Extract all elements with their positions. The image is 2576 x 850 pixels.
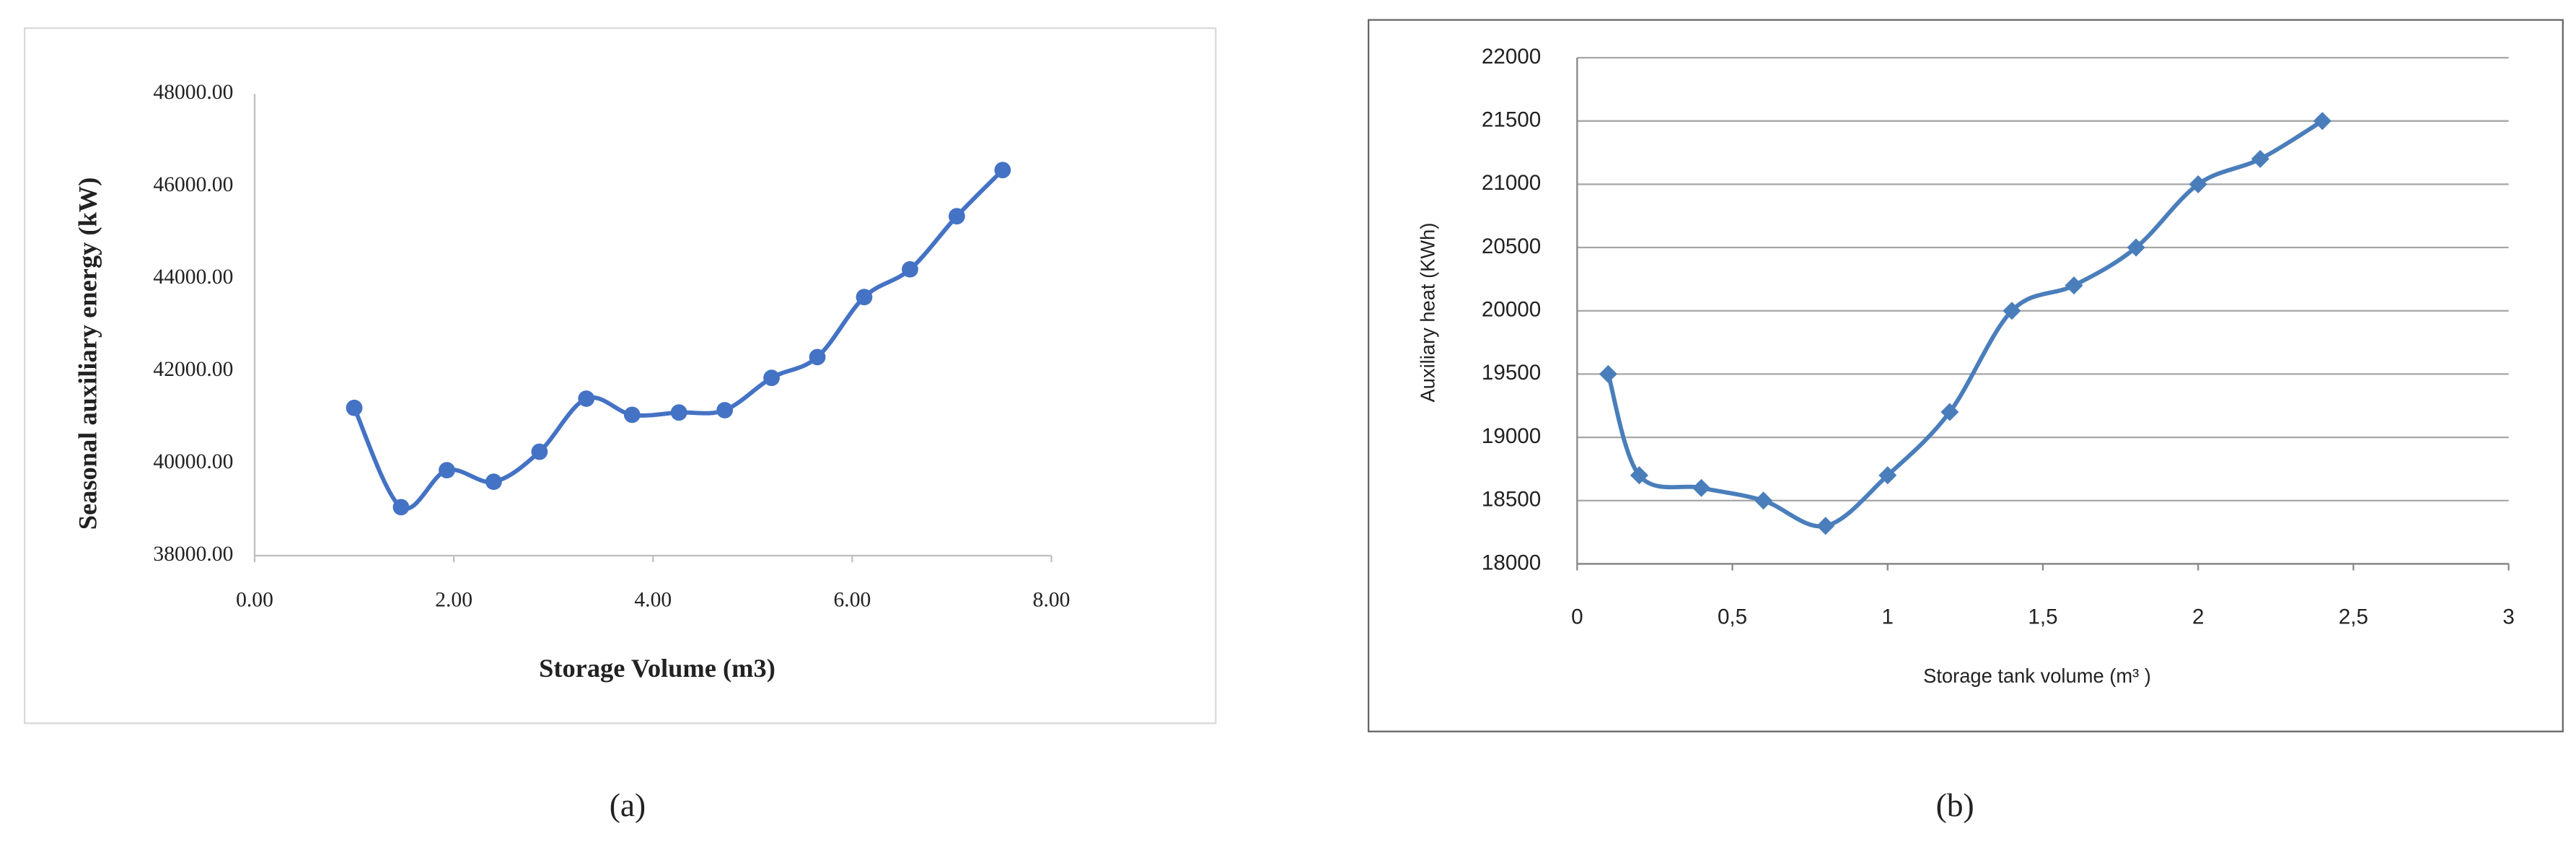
y-tick-label: 48000.00 — [153, 81, 233, 104]
x-tick-label: 8.00 — [1033, 589, 1071, 612]
data-point — [1692, 478, 1711, 497]
figure-caption: (b) — [1936, 787, 1974, 823]
data-point — [856, 289, 873, 306]
chart-frame — [1367, 19, 2564, 732]
y-tick-label: 42000.00 — [153, 358, 233, 381]
data-point — [1754, 491, 1773, 510]
data-point — [2127, 238, 2145, 257]
data-point — [994, 162, 1011, 179]
data-point — [716, 402, 734, 419]
chart-frame — [24, 27, 1217, 724]
data-point — [809, 349, 826, 366]
y-tick-label: 44000.00 — [153, 266, 233, 289]
figure-caption: (a) — [610, 787, 646, 823]
y-tick-label: 40000.00 — [153, 450, 233, 473]
chart-panel: 18000 18500 19000 19500 20000 20500 21000 21500… — [1367, 19, 2564, 732]
y-tick-label: 20500 — [1482, 235, 1541, 258]
x-tick-label: 4.00 — [634, 589, 672, 612]
x-tick-label: 2.00 — [435, 589, 472, 612]
data-point — [346, 399, 363, 416]
y-tick-label: 38000.00 — [153, 543, 233, 566]
data-point — [2065, 276, 2083, 295]
y-tick-label: 19000 — [1482, 424, 1541, 448]
data-point — [763, 369, 780, 387]
x-tick-label: 2 — [2192, 605, 2204, 628]
x-tick-label: 1 — [1882, 605, 1894, 628]
y-tick-label: 22000 — [1482, 45, 1541, 69]
x-tick-label: 2,5 — [2339, 605, 2368, 628]
data-point — [531, 443, 548, 460]
data-point — [392, 499, 410, 516]
y-axis-title: Auxiliary heat (KWh) — [1417, 223, 1439, 403]
chart-panel: 38000.00 40000.00 42000.00 44000.00 46000.00… — [24, 27, 1217, 724]
x-tick-label: 0,5 — [1718, 605, 1747, 628]
data-point — [2251, 149, 2269, 168]
y-axis-title: Seasonal auxiliary energy (kW) — [74, 178, 102, 530]
y-tick-label: 21000 — [1482, 171, 1541, 195]
x-tick-label: 3 — [2502, 605, 2514, 628]
data-point — [578, 390, 595, 407]
y-tick-label: 46000.00 — [153, 173, 233, 196]
x-tick-label: 1,5 — [2028, 605, 2057, 628]
data-point — [670, 404, 687, 421]
data-point — [439, 462, 455, 479]
y-tick-label: 19500 — [1482, 361, 1541, 385]
y-tick-label: 18500 — [1482, 488, 1541, 512]
data-point — [1630, 466, 1648, 485]
data-point — [1940, 403, 1959, 421]
y-tick-label: 20000 — [1482, 298, 1541, 322]
data-point — [1816, 517, 1835, 535]
x-tick-label: 0 — [1571, 605, 1583, 628]
data-point — [1878, 466, 1897, 485]
data-point — [902, 260, 918, 278]
data-point — [1599, 364, 1617, 383]
x-axis-title: Storage tank volume (m³ ) — [1923, 665, 2151, 687]
data-point — [623, 406, 641, 424]
x-axis-title: Storage Volume (m3) — [539, 654, 775, 683]
x-tick-label: 0.00 — [236, 589, 273, 612]
data-point — [2313, 112, 2331, 131]
data-point — [485, 473, 502, 491]
x-tick-label: 6.00 — [834, 589, 871, 612]
y-tick-label: 21500 — [1482, 108, 1541, 131]
y-tick-label: 18000 — [1482, 551, 1541, 574]
data-point — [948, 208, 965, 225]
data-point — [2003, 302, 2021, 320]
